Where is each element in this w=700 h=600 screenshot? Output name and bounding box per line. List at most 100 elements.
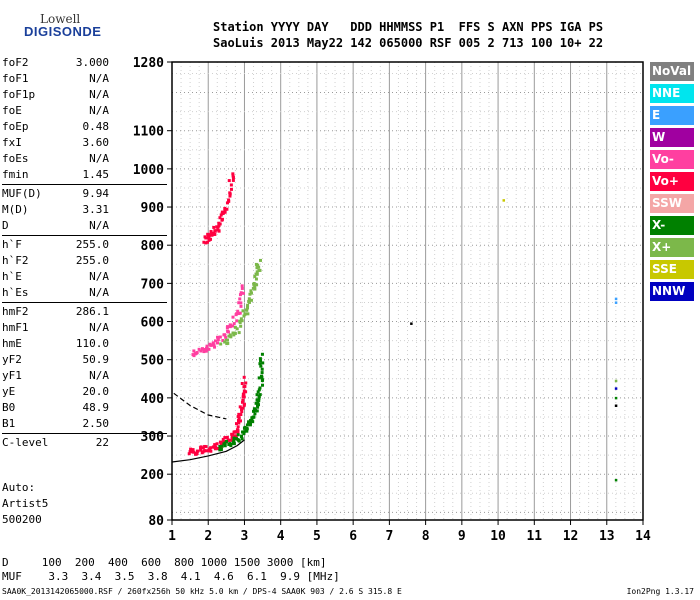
echo-point: [225, 325, 229, 329]
echo-point: [236, 309, 240, 313]
echo-point: [241, 430, 245, 434]
echo-point: [255, 409, 259, 413]
echo-point: [253, 409, 257, 413]
echo-point: [239, 304, 243, 308]
echo-point: [242, 392, 246, 396]
param-name: yE: [2, 385, 16, 398]
echo-point: [204, 241, 208, 245]
echo-point: [223, 340, 227, 344]
file-footer: SAA0K_2013142065000.RSF / 260fx256h 50 k…: [2, 587, 402, 596]
param-name: foF2: [2, 56, 29, 69]
param-name: fmin: [2, 168, 29, 181]
echo-point: [203, 449, 207, 453]
echo-point: [195, 351, 199, 355]
echo-point: [245, 308, 249, 312]
x-tick-label: 2: [204, 529, 212, 544]
echo-point: [207, 234, 211, 238]
echo-point: [228, 191, 232, 195]
echo-point: [242, 314, 246, 318]
echo-point: [237, 412, 241, 416]
echo-point: [227, 199, 231, 203]
echo-point: [237, 331, 241, 335]
echo-point: [189, 450, 193, 454]
echo-point: [235, 327, 239, 331]
echo-point: [226, 439, 230, 443]
echo-point: [204, 349, 208, 353]
echo-point: [213, 443, 217, 447]
artist-version: Artist5: [2, 497, 49, 510]
echo-point: [225, 201, 229, 205]
param-row: foEp 0.48: [2, 119, 167, 135]
param-value: 110.0: [75, 337, 109, 350]
digisonde-logo: Lowell DIGISONDE: [4, 2, 169, 42]
echo-point: [207, 448, 211, 452]
param-value: N/A: [89, 88, 109, 101]
echo-point: [209, 343, 213, 347]
echo-point: [256, 263, 260, 267]
echo-point: [239, 434, 243, 438]
echo-point: [248, 418, 252, 422]
param-name: D: [2, 219, 9, 232]
echo-point: [246, 303, 250, 307]
echo-point: [242, 385, 246, 389]
x-tick-label: 9: [458, 529, 466, 544]
echo-point: [259, 359, 263, 363]
echo-point: [211, 341, 215, 345]
echo-point: [226, 341, 230, 345]
echo-point: [189, 447, 193, 451]
echo-point: [253, 287, 257, 291]
echo-point: [200, 347, 204, 351]
echo-point: [207, 347, 211, 351]
distance-row: D 100 200 400 600 800 1000 1500 3000 [km…: [2, 556, 327, 569]
param-value: 2.50: [82, 417, 110, 430]
echo-point: [256, 401, 260, 405]
echo-point: [245, 429, 249, 433]
echo-point: [235, 428, 239, 432]
echo-point: [247, 421, 251, 425]
echo-point: [223, 209, 227, 213]
plot-frame: [171, 61, 644, 521]
echo-point: [196, 449, 200, 453]
echo-point: [233, 434, 237, 438]
echo-point: [245, 427, 249, 431]
legend-entry: X+: [650, 238, 694, 257]
echo-point: [240, 381, 244, 385]
param-row: h`F 255.0: [2, 237, 167, 253]
echo-point: [199, 445, 203, 449]
polarization-legend: NoVal NNE E W Vo- Vo+ SSW X- X+ SSE NNW: [650, 62, 694, 304]
echo-point: [218, 222, 222, 226]
echo-point: [220, 212, 224, 216]
x-tick-label: 14: [635, 529, 651, 544]
echo-point: [257, 397, 261, 401]
param-name: hmF2: [2, 305, 29, 318]
echo-point: [242, 389, 246, 393]
isolated-echo: [614, 478, 618, 482]
param-value: 22: [95, 436, 109, 449]
param-value: 20.0: [82, 385, 110, 398]
echo-point: [241, 398, 245, 402]
param-row: fmin 1.45: [2, 167, 167, 183]
echo-point: [243, 425, 247, 429]
echo-point: [205, 344, 209, 348]
echo-point: [241, 406, 245, 410]
param-value: N/A: [89, 369, 109, 382]
x-tick-label: 5: [313, 529, 321, 544]
echo-point: [238, 293, 242, 297]
y-tick-label: 80: [148, 514, 164, 529]
x-tick-label: 11: [526, 529, 542, 544]
legend-entry: SSW: [650, 194, 694, 213]
echo-point: [232, 442, 236, 446]
electron-density-profile: [171, 439, 245, 463]
echo-point: [236, 425, 240, 429]
echo-point: [248, 292, 252, 296]
echo-point: [218, 335, 222, 339]
echo-point: [237, 301, 241, 305]
echo-point: [232, 322, 236, 326]
echo-point: [254, 272, 258, 276]
param-row: yF1 N/A: [2, 368, 167, 384]
echo-point: [225, 435, 229, 439]
echo-point: [239, 317, 243, 321]
isolated-echo: [614, 301, 618, 304]
param-value: 9.94: [82, 187, 110, 200]
param-row: D N/A: [2, 218, 167, 234]
